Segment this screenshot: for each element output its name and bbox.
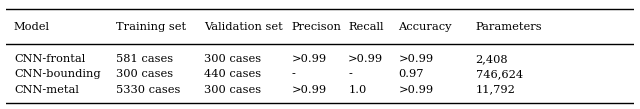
Text: Recall: Recall <box>348 22 384 32</box>
Text: 581 cases: 581 cases <box>116 54 173 64</box>
Text: Validation set: Validation set <box>204 22 283 32</box>
Text: CNN-frontal: CNN-frontal <box>14 54 85 64</box>
Text: 0.97: 0.97 <box>398 69 424 79</box>
Text: >0.99: >0.99 <box>398 54 433 64</box>
Text: 300 cases: 300 cases <box>116 69 173 79</box>
Text: 5330 cases: 5330 cases <box>116 85 180 95</box>
Text: Model: Model <box>14 22 50 32</box>
Text: 746,624: 746,624 <box>476 69 523 79</box>
Text: CNN-bounding: CNN-bounding <box>14 69 100 79</box>
Text: Accuracy: Accuracy <box>398 22 452 32</box>
Text: Training set: Training set <box>116 22 186 32</box>
Text: 440 cases: 440 cases <box>204 69 261 79</box>
Text: 1.0: 1.0 <box>348 85 367 95</box>
Text: 2,408: 2,408 <box>476 54 508 64</box>
Text: Precison: Precison <box>292 22 342 32</box>
Text: -: - <box>292 69 296 79</box>
Text: 300 cases: 300 cases <box>204 54 261 64</box>
Text: -: - <box>348 69 352 79</box>
Text: Parameters: Parameters <box>476 22 542 32</box>
Text: >0.99: >0.99 <box>398 85 433 95</box>
Text: >0.99: >0.99 <box>292 85 327 95</box>
Text: 11,792: 11,792 <box>476 85 515 95</box>
Text: 300 cases: 300 cases <box>204 85 261 95</box>
Text: >0.99: >0.99 <box>348 54 383 64</box>
Text: >0.99: >0.99 <box>292 54 327 64</box>
Text: CNN-metal: CNN-metal <box>14 85 79 95</box>
